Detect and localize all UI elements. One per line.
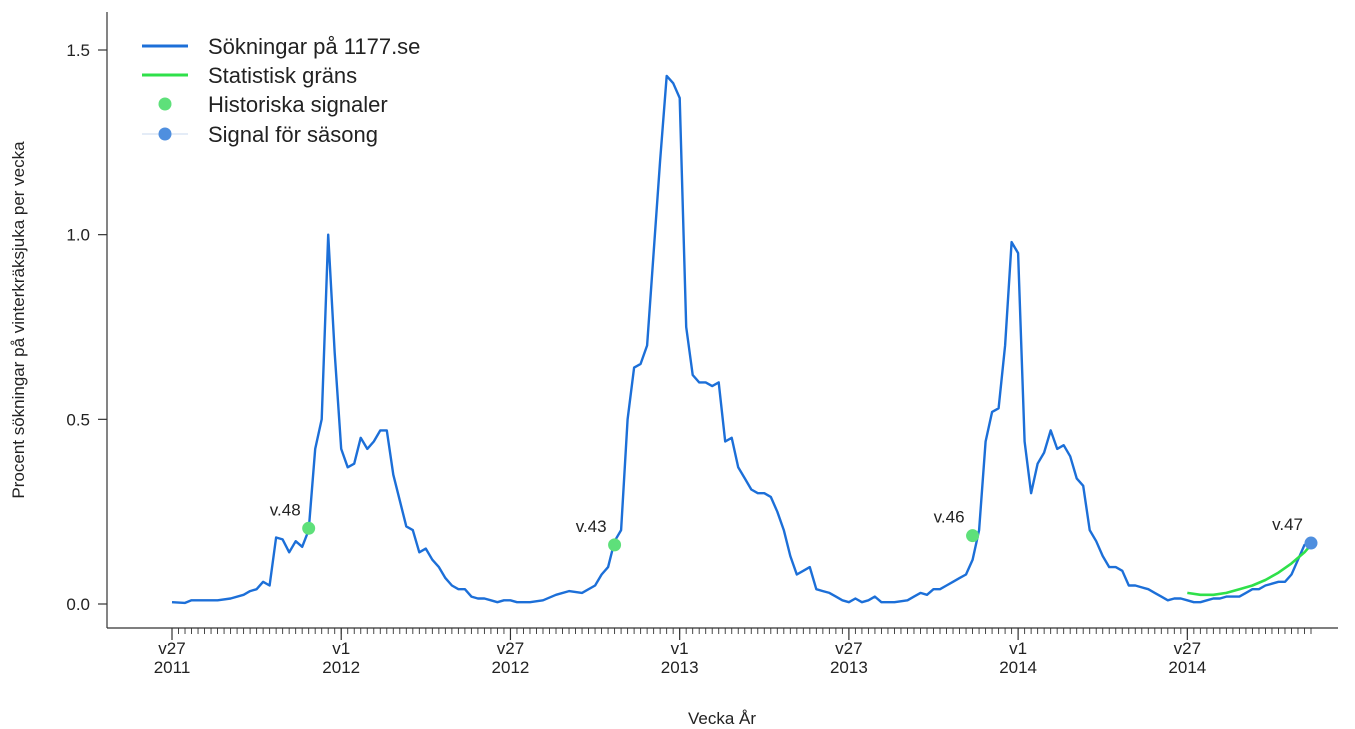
- x-tick-year-label: 2014: [1168, 658, 1206, 677]
- signal-week-label: v.47: [1272, 515, 1303, 534]
- legend-label-threshold: Statistisk gräns: [208, 63, 357, 88]
- x-tick-year-label: 2013: [830, 658, 868, 677]
- x-tick-year-label: 2012: [492, 658, 530, 677]
- axes: [106, 12, 1338, 629]
- legend-label-searches: Sökningar på 1177.se: [208, 34, 420, 59]
- y-tick-label: 0.5: [66, 410, 90, 429]
- signal-week-label: v.46: [934, 508, 965, 527]
- y-ticks: 0.0 0.5 1.0 1.5: [66, 41, 107, 614]
- y-tick-label: 1.0: [66, 226, 90, 245]
- legend-marker-season: [158, 127, 172, 141]
- signal-week-label: v.48: [270, 500, 301, 519]
- season-signal-point: [1304, 536, 1318, 550]
- series-line-threshold: [1187, 544, 1312, 597]
- legend: Sökningar på 1177.se Statistisk gräns Hi…: [142, 34, 420, 147]
- x-tick-week-label: v27: [497, 639, 524, 658]
- x-minor-ticks: [171, 628, 1312, 634]
- historical-signal-point: [302, 521, 316, 535]
- x-tick-year-label: 2011: [154, 658, 191, 677]
- x-tick-week-label: v27: [1174, 639, 1201, 658]
- x-tick-week-label: v1: [332, 639, 350, 658]
- series-line-searches: [171, 74, 1312, 605]
- historical-signal-point: [608, 538, 622, 552]
- x-ticks: v272011v12012v272012v12013v272013v12014v…: [154, 628, 1206, 677]
- y-tick-label: 1.5: [66, 41, 90, 60]
- x-axis-title: Vecka År: [688, 709, 756, 728]
- legend-label-season: Signal för säsong: [208, 122, 378, 147]
- signal-layer: v.48 v.43 v.46 v.47: [270, 500, 1318, 552]
- signal-week-label: v.43: [576, 517, 607, 536]
- legend-marker-historical: [158, 97, 172, 111]
- y-axis-title: Procent sökningar på vinterkräksjuka per…: [9, 141, 28, 499]
- x-tick-week-label: v27: [835, 639, 862, 658]
- series-layer: [171, 74, 1312, 605]
- x-tick-week-label: v27: [158, 639, 185, 658]
- x-tick-year-label: 2012: [322, 658, 360, 677]
- x-tick-year-label: 2014: [999, 658, 1037, 677]
- historical-signal-point: [966, 529, 980, 543]
- x-tick-year-label: 2013: [661, 658, 699, 677]
- x-tick-week-label: v1: [671, 639, 689, 658]
- legend-label-historical: Historiska signaler: [208, 92, 388, 117]
- x-tick-week-label: v1: [1009, 639, 1027, 658]
- y-tick-label: 0.0: [66, 595, 90, 614]
